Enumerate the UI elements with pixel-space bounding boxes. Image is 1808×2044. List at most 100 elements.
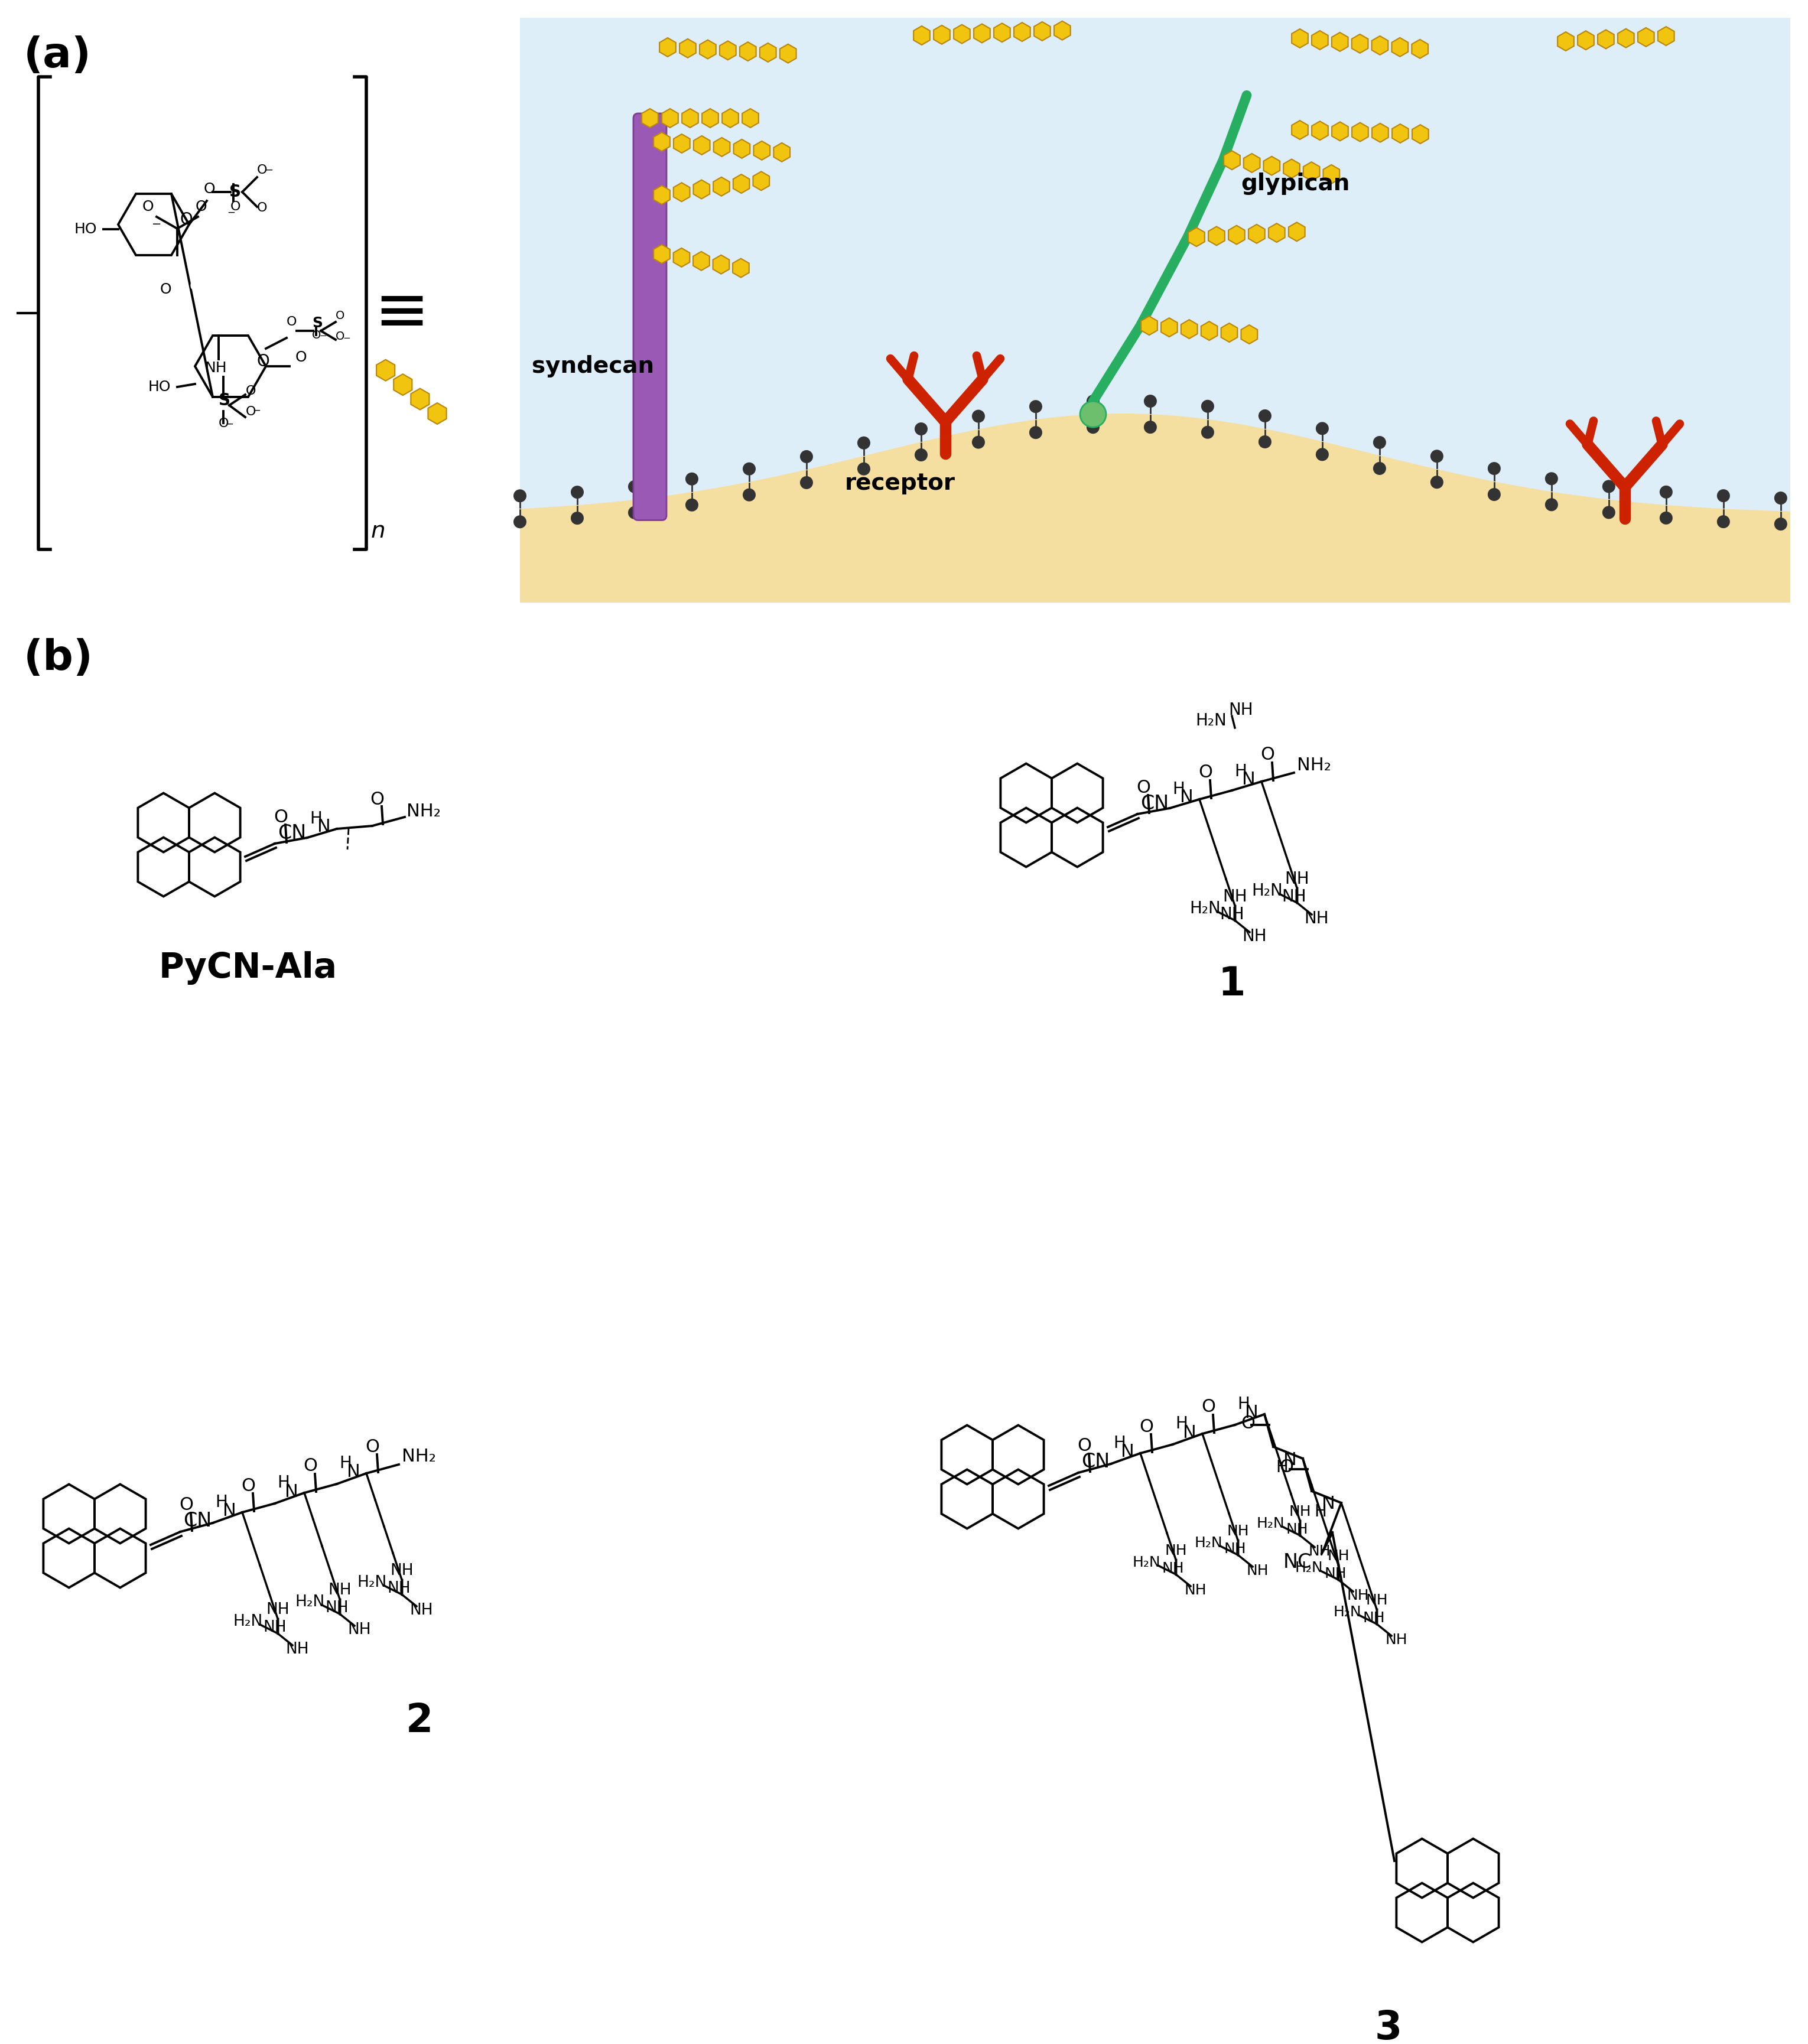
- Polygon shape: [1352, 35, 1369, 53]
- Text: H₂N: H₂N: [1195, 1535, 1222, 1549]
- Text: HO: HO: [148, 380, 172, 394]
- Text: O: O: [1135, 779, 1150, 795]
- Polygon shape: [1228, 225, 1244, 245]
- Text: H: H: [1114, 1435, 1126, 1451]
- Polygon shape: [720, 41, 736, 59]
- Polygon shape: [674, 135, 691, 153]
- Polygon shape: [752, 172, 770, 190]
- Polygon shape: [682, 108, 698, 127]
- Text: HO: HO: [74, 223, 98, 237]
- Text: NH: NH: [1282, 889, 1305, 905]
- Text: NH: NH: [266, 1602, 289, 1617]
- Circle shape: [1144, 394, 1157, 407]
- Polygon shape: [1054, 20, 1070, 41]
- Polygon shape: [754, 141, 770, 159]
- Text: O: O: [1199, 764, 1213, 781]
- Polygon shape: [759, 43, 776, 61]
- Text: NH: NH: [1347, 1588, 1369, 1602]
- Circle shape: [915, 448, 928, 462]
- Circle shape: [513, 515, 526, 527]
- Text: O: O: [257, 354, 269, 370]
- Text: N: N: [347, 1464, 360, 1480]
- Text: syndecan: syndecan: [532, 356, 654, 378]
- Text: glypican: glypican: [1240, 172, 1351, 194]
- Polygon shape: [732, 258, 749, 278]
- Text: N: N: [1322, 1496, 1334, 1513]
- Text: NH: NH: [1285, 1523, 1307, 1537]
- Polygon shape: [680, 39, 696, 57]
- Text: H: H: [1175, 1414, 1188, 1433]
- Text: H: H: [1173, 781, 1184, 797]
- Polygon shape: [712, 178, 730, 196]
- Polygon shape: [1304, 161, 1320, 180]
- Text: NH: NH: [1224, 1541, 1246, 1555]
- Polygon shape: [653, 186, 671, 204]
- Polygon shape: [1014, 22, 1031, 41]
- Text: O: O: [179, 211, 192, 229]
- Circle shape: [743, 489, 756, 501]
- Polygon shape: [1264, 155, 1280, 176]
- Circle shape: [627, 480, 642, 493]
- Circle shape: [1718, 515, 1730, 527]
- Bar: [521, 18, 1790, 603]
- Text: NH: NH: [286, 1641, 309, 1658]
- Text: NH: NH: [1365, 1592, 1389, 1607]
- Text: NH: NH: [387, 1580, 410, 1596]
- Text: NH: NH: [204, 362, 226, 376]
- Text: NH: NH: [327, 1582, 351, 1598]
- Text: CN: CN: [278, 824, 306, 842]
- Text: CN: CN: [1141, 793, 1168, 814]
- Polygon shape: [1311, 31, 1329, 49]
- Polygon shape: [394, 374, 412, 394]
- Circle shape: [571, 511, 584, 525]
- Text: N: N: [284, 1484, 298, 1500]
- Text: O: O: [304, 1457, 316, 1476]
- Text: O: O: [295, 350, 307, 364]
- Text: NH: NH: [1385, 1633, 1407, 1647]
- Polygon shape: [721, 108, 738, 127]
- Circle shape: [1430, 450, 1443, 462]
- Polygon shape: [732, 174, 750, 194]
- Text: NC: NC: [1284, 1551, 1311, 1572]
- Text: N: N: [1284, 1451, 1296, 1468]
- Polygon shape: [1598, 31, 1615, 49]
- Polygon shape: [975, 25, 991, 43]
- Text: receptor: receptor: [844, 472, 955, 495]
- Polygon shape: [1323, 166, 1340, 184]
- Text: NH: NH: [262, 1619, 286, 1635]
- Text: O: O: [365, 1439, 380, 1455]
- Polygon shape: [994, 22, 1011, 43]
- Polygon shape: [1249, 225, 1266, 243]
- Polygon shape: [673, 182, 691, 202]
- Text: −: −: [264, 166, 273, 176]
- Polygon shape: [1332, 33, 1349, 51]
- Text: O: O: [204, 182, 215, 196]
- Text: S: S: [313, 317, 322, 331]
- Text: CN: CN: [1081, 1453, 1110, 1472]
- Text: O: O: [273, 809, 287, 826]
- Text: N: N: [1179, 789, 1193, 805]
- Polygon shape: [673, 247, 689, 268]
- Text: O: O: [230, 200, 240, 213]
- Polygon shape: [1224, 151, 1240, 170]
- Circle shape: [1079, 401, 1106, 427]
- Text: O: O: [159, 282, 172, 296]
- Circle shape: [1201, 425, 1215, 439]
- Circle shape: [1316, 421, 1329, 435]
- Polygon shape: [660, 37, 676, 57]
- Polygon shape: [953, 25, 971, 43]
- Polygon shape: [1291, 29, 1307, 47]
- Text: H₂N: H₂N: [233, 1615, 262, 1629]
- Circle shape: [1488, 462, 1501, 474]
- Polygon shape: [1578, 31, 1595, 49]
- Circle shape: [1201, 401, 1215, 413]
- Text: S: S: [219, 392, 230, 409]
- Text: N: N: [1244, 1404, 1258, 1423]
- Polygon shape: [714, 137, 730, 157]
- Text: O: O: [1260, 746, 1275, 764]
- Text: O: O: [1139, 1419, 1154, 1435]
- Text: O: O: [246, 384, 257, 397]
- Text: H: H: [309, 811, 322, 828]
- Polygon shape: [694, 135, 711, 155]
- Text: NH: NH: [1327, 1549, 1349, 1564]
